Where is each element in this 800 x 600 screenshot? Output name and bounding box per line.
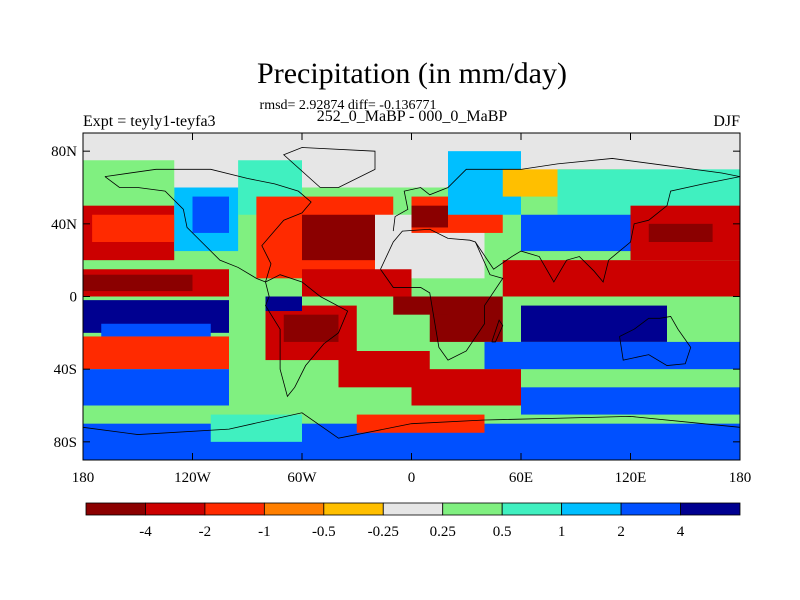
colorbar-swatch-6 — [442, 502, 503, 516]
y-axis: 80N 40N 0 40S 80S — [51, 144, 740, 451]
field-region-4 — [192, 196, 229, 233]
coastline-2 — [380, 228, 504, 361]
colorbar-label-2: -1 — [258, 524, 271, 540]
field-region-17 — [648, 223, 713, 242]
x-tick-label-5: 120E — [615, 470, 647, 486]
coastline-7 — [83, 412, 740, 439]
coastline-5 — [619, 316, 692, 366]
field-region-31 — [521, 305, 667, 342]
coastline-8 — [491, 319, 504, 343]
field-region-2 — [92, 214, 184, 242]
field-region-21 — [101, 323, 211, 337]
colorbar-label-8: 2 — [617, 524, 625, 540]
colorbar-label-4: -0.25 — [368, 524, 399, 540]
colorbar-label-1: -2 — [199, 524, 212, 540]
colorbar-swatch-1 — [145, 502, 206, 516]
field-region-5 — [83, 160, 175, 197]
colorbar-swatch-10 — [680, 502, 741, 516]
colorbar-swatch-0 — [85, 502, 146, 516]
field-region-22 — [83, 336, 229, 370]
field-region-33 — [411, 369, 521, 406]
field-region-23 — [83, 369, 229, 406]
y-tick-label-3: 40S — [54, 362, 77, 378]
experiment-label: Expt = teyly1-teyfa3 — [83, 113, 216, 130]
colorbar-swatch-7 — [501, 502, 563, 516]
x-tick-label-0: 180 — [72, 470, 95, 486]
field-region-25 — [283, 314, 339, 342]
field-region-34 — [521, 387, 740, 415]
colorbar-label-6: 0.5 — [493, 524, 512, 540]
precipitation-field — [83, 133, 740, 460]
season-label: DJF — [713, 113, 740, 130]
coastline-4 — [475, 176, 740, 283]
x-tick-label-4: 60E — [509, 470, 533, 486]
coastline-3 — [392, 158, 740, 232]
colorbar-swatch-3 — [263, 502, 325, 516]
field-region-8 — [302, 214, 375, 261]
field-region-30 — [502, 260, 740, 297]
field-region-19 — [83, 274, 193, 292]
chart-title: Precipitation (in mm/day) — [257, 57, 567, 90]
coastline-0 — [104, 168, 312, 283]
x-tick-label-6: 180 — [729, 470, 752, 486]
field-region-15 — [521, 214, 631, 252]
x-tick-label-3: 0 — [408, 470, 416, 486]
colorbar-label-0: -4 — [139, 524, 152, 540]
y-tick-label-2: 0 — [70, 290, 78, 306]
colorbar-label-7: 1 — [558, 524, 566, 540]
field-region-32 — [484, 341, 740, 370]
colorbar-swatch-9 — [620, 502, 681, 516]
colorbar-swatch-2 — [204, 502, 265, 516]
y-tick-label-4: 80S — [54, 435, 77, 451]
coastline-1 — [265, 274, 349, 398]
chart-subtitle: 252_0_MaBP - 000_0_MaBP — [317, 108, 508, 125]
field-region-37 — [356, 414, 485, 433]
colorbar: -4 -2 -1 -0.5 -0.25 0.25 0.5 1 2 4 — [85, 502, 741, 540]
field-region-36 — [210, 414, 302, 442]
stats-line: rmsd= 2.92874 diff= -0.136771 — [260, 98, 437, 113]
coastline-6 — [283, 147, 376, 188]
coastline-outline — [83, 147, 740, 439]
field-region-27 — [302, 269, 412, 297]
x-tick-label-2: 60W — [287, 470, 317, 486]
field-region-26 — [265, 296, 302, 312]
y-tick-label-0: 80N — [51, 144, 77, 160]
colorbar-label-3: -0.5 — [312, 524, 336, 540]
colorbar-label-9: 4 — [677, 524, 685, 540]
colorbar-label-5: 0.25 — [430, 524, 456, 540]
colorbar-swatch-8 — [561, 502, 622, 516]
field-region-38 — [393, 296, 448, 315]
y-tick-label-1: 40N — [51, 217, 77, 233]
colorbar-swatch-4 — [323, 502, 384, 516]
x-axis: 180 120W 60W 0 60E 120E 180 — [72, 133, 752, 486]
x-tick-label-1: 120W — [174, 470, 212, 486]
field-region-11 — [411, 205, 448, 228]
colorbar-swatch-5 — [382, 502, 444, 516]
